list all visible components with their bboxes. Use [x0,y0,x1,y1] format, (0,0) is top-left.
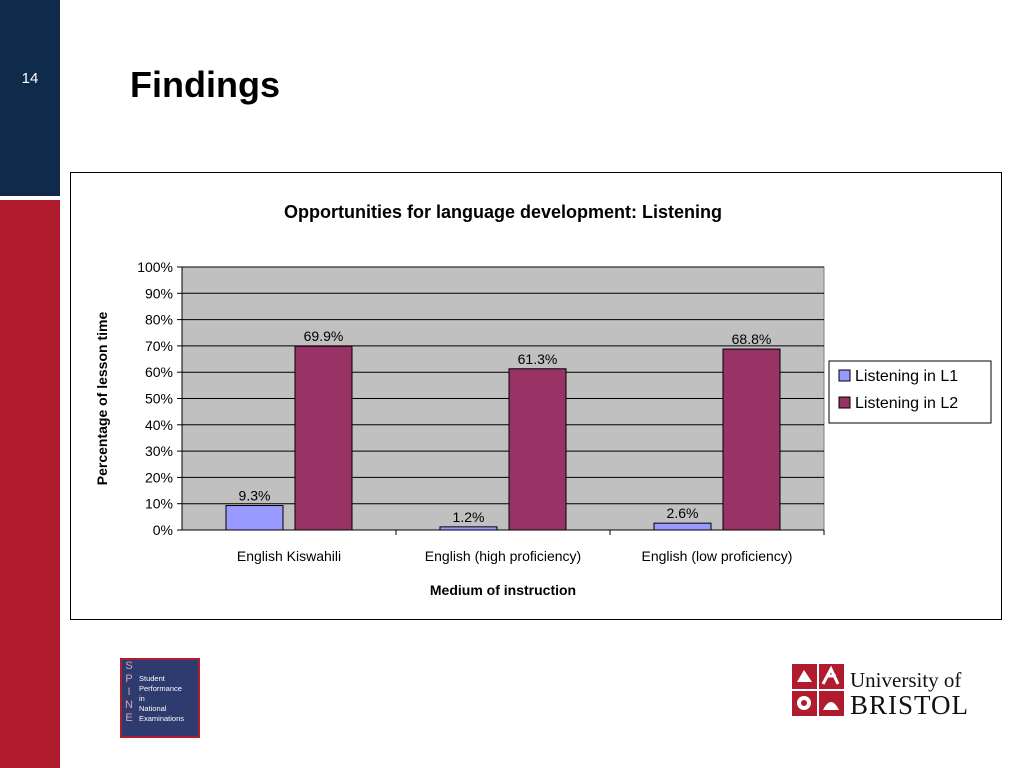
bar-listening-l1 [439,526,498,531]
legend-label: Listening in L2 [855,395,958,412]
chart-title: Opportunities for language development: … [284,202,722,222]
chart-frame: Opportunities for language development: … [70,172,1002,620]
bar-listening-l1 [653,522,712,531]
spine-logo-line: Student [139,674,165,683]
spine-logo-line: Examinations [139,714,185,723]
spine-logo-letter: E [125,712,133,724]
y-tick-label: 40% [145,417,173,433]
y-tick-label: 20% [145,469,173,485]
data-label: 69.9% [304,328,344,344]
y-tick-label: 100% [137,259,173,275]
bristol-logo-line2: BRISTOL [850,690,970,720]
spine-logo-line: in [139,694,145,703]
spine-logo-text: Student Performance in National Examinations [139,674,184,724]
y-tick-label: 90% [145,285,173,301]
bristol-crest-icon [792,664,844,716]
spine-logo-letter: P [125,673,133,685]
legend-label: Listening in L1 [855,368,958,385]
university-of-bristol-logo: University of BRISTOL [792,662,982,722]
spine-logo-letter: I [127,686,131,698]
x-category-label: English (high proficiency) [425,548,581,564]
x-category-label: English (low proficiency) [642,548,793,564]
legend-box [828,360,992,424]
data-label: 61.3% [518,351,558,367]
slide-number: 14 [21,70,39,87]
slide-title: Findings [130,64,280,105]
legend-swatch [838,396,851,409]
x-category-label: English Kiswahili [237,548,341,564]
y-tick-label: 0% [153,522,173,538]
data-label: 1.2% [453,509,485,525]
y-tick-label: 80% [145,312,173,328]
data-label: 9.3% [239,488,271,504]
bar-chart: Opportunities for language development: … [94,202,992,598]
spine-logo-line: National [139,704,167,713]
spine-logo-letter: S [125,660,133,672]
bristol-logo-line1: University of [850,668,962,692]
spine-logo-line: Performance [139,684,182,693]
bar-listening-l2 [722,348,781,531]
y-tick-label: 30% [145,443,173,459]
y-axis-title: Percentage of lesson time [94,312,110,486]
data-label: 68.8% [732,331,772,347]
y-tick-label: 60% [145,364,173,380]
x-axis-title: Medium of instruction [430,582,576,598]
bar-listening-l2 [294,345,353,531]
sidebar-bottom-panel [0,200,60,768]
y-tick-label: 10% [145,496,173,512]
sidebar-top-panel [0,0,60,196]
bar-listening-l1 [225,505,284,531]
y-tick-label: 70% [145,338,173,354]
spine-logo-letter: N [125,699,133,711]
legend-swatch [838,369,851,382]
data-label: 2.6% [667,505,699,521]
y-tick-label: 50% [145,391,173,407]
bar-listening-l2 [508,368,567,531]
